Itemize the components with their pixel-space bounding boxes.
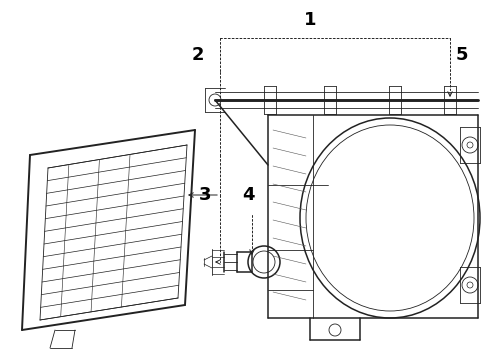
Text: 1: 1 [304, 11, 316, 29]
Text: 5: 5 [456, 46, 468, 64]
Text: 4: 4 [242, 186, 254, 204]
Text: 2: 2 [192, 46, 204, 64]
Text: 3: 3 [199, 186, 211, 204]
